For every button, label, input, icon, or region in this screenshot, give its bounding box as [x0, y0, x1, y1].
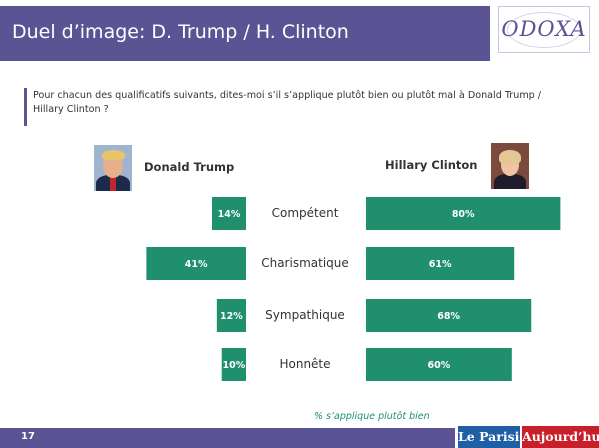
clinton-photo [491, 143, 529, 189]
bar-label-trump-0: 14% [218, 209, 241, 220]
partner-logo-le-parisien: Le Parisien [458, 426, 536, 448]
bar-clinton-3 [366, 348, 512, 381]
category-label-3: Honnête [279, 357, 330, 371]
bar-trump-1 [146, 247, 246, 280]
category-label-1: Charismatique [261, 256, 349, 270]
title-bar [0, 6, 490, 61]
logo-arc-icon [507, 12, 581, 48]
question-accent [24, 88, 27, 126]
question-text: Pour chacun des qualificatifs suivants, … [33, 90, 542, 115]
bar-trump-2 [216, 299, 246, 332]
trump-photo [94, 145, 132, 191]
bar-clinton-2 [366, 299, 532, 332]
bar-label-trump-1: 41% [185, 259, 208, 270]
bar-clinton-0 [366, 197, 561, 230]
page-number: 17 [21, 431, 35, 442]
bar-clinton-1 [366, 247, 515, 280]
chart-note: % s’applique plutôt bien [314, 411, 430, 422]
odoxa-logo: ODOXA [498, 6, 590, 53]
candidate-name-trump: Donald Trump [144, 160, 235, 174]
bar-label-clinton-2: 68% [437, 311, 460, 322]
logo-text: ODOXA [501, 17, 587, 41]
bar-label-clinton-1: 61% [429, 259, 452, 270]
bar-label-clinton-3: 60% [428, 360, 451, 371]
bar-trump-0 [211, 197, 246, 230]
partner-logo-aujourdhui: Aujourd’hui [522, 426, 599, 448]
page-title: Duel d’image: D. Trump / H. Clinton [12, 21, 349, 43]
bar-trump-3 [221, 348, 246, 381]
bar-label-trump-2: 12% [220, 311, 243, 322]
header: Duel d’image: D. Trump / H. Clinton ODOX… [0, 0, 599, 62]
category-label-2: Sympathique [265, 308, 345, 322]
footer-bar [0, 428, 455, 448]
candidate-name-clinton: Hillary Clinton [385, 158, 478, 172]
category-label-0: Compétent [272, 206, 339, 220]
bar-label-trump-3: 10% [222, 360, 245, 371]
bar-label-clinton-0: 80% [452, 209, 475, 220]
